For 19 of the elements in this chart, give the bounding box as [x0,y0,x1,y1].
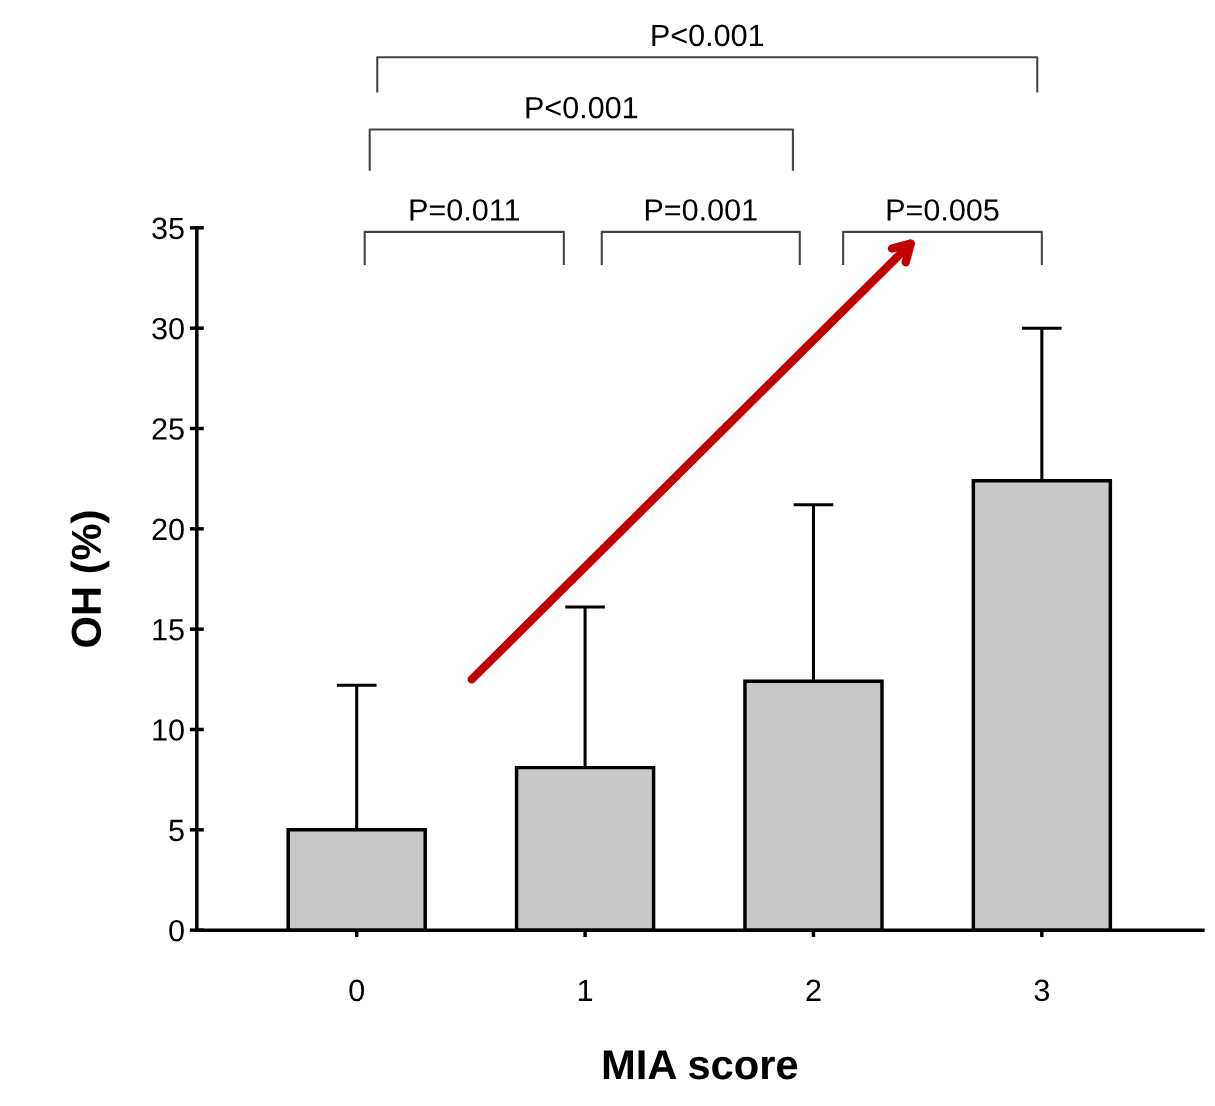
x-axis-title: MIA score [603,1050,798,1080]
x-tick-label: 0 [349,979,364,1002]
y-tick-label: 30 [152,317,184,340]
x-tick-label: 1 [578,979,593,1001]
text: P=0.001 [645,199,757,221]
y-tick-label: 20 [152,518,184,541]
y-tick-label: 5 [169,819,184,842]
text: P<0.001 [526,96,638,119]
x-tick-label: 3 [1034,979,1049,1002]
y-tick-label: 10 [153,719,184,741]
x-tick-label: 2 [806,979,821,1001]
text: P=0.005 [887,199,999,221]
text: P=0.011 [410,199,519,221]
text: P<0.001 [652,24,764,47]
y-axis-title: OH (%) [70,511,110,647]
y-tick-label: 35 [152,217,184,240]
y-tick-label: 0 [169,919,184,942]
y-tick-label: 15 [153,619,184,641]
y-tick-label: 25 [152,418,184,440]
